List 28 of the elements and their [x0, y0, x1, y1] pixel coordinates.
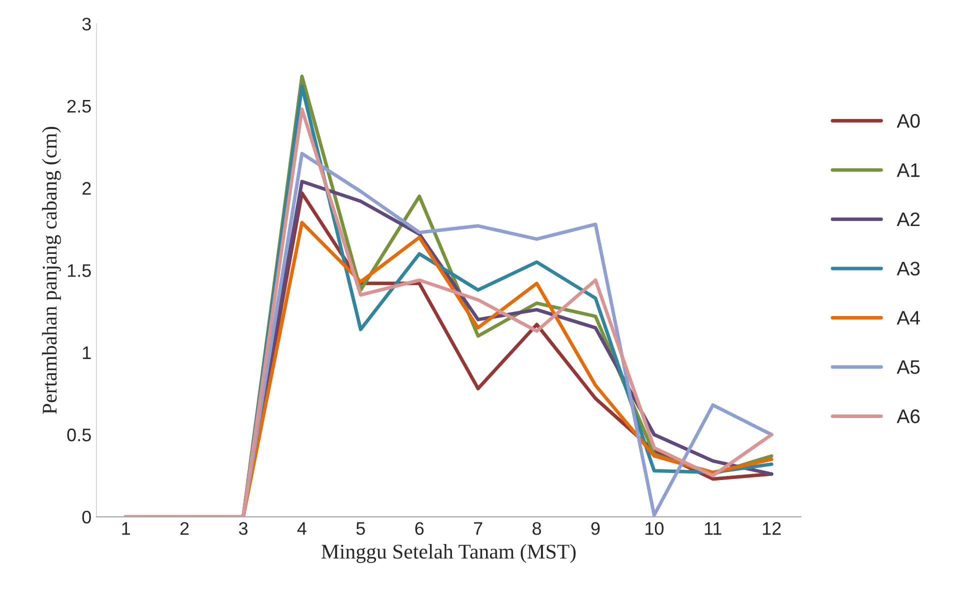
x-tick-label: 3	[238, 522, 248, 535]
legend-label: A3	[896, 262, 920, 276]
x-tick-label: 12	[762, 522, 781, 535]
y-tick-label: 3	[82, 18, 91, 30]
x-tick-label: 11	[704, 522, 722, 535]
y-tick-label: 2.5	[67, 100, 91, 113]
y-tick-label: 0.5	[67, 428, 91, 442]
legend-label: A1	[896, 163, 920, 177]
y-axis-title: Pertambahan panjang cabang (cm)	[42, 126, 61, 414]
x-tick-label: 2	[180, 522, 189, 535]
x-tick-label: 4	[297, 522, 306, 535]
x-tick-label: 8	[532, 522, 542, 535]
legend-label: A4	[896, 311, 920, 325]
y-tick-label: 2	[82, 182, 91, 195]
y-tick-label: 0	[82, 510, 91, 524]
y-tick-label: 1	[82, 346, 91, 359]
y-tick-label: 1.5	[68, 264, 91, 277]
x-tick-label: 5	[356, 522, 365, 535]
x-tick-label: 9	[591, 522, 600, 535]
legend-label: A5	[896, 360, 920, 374]
x-tick-label: 7	[474, 522, 482, 535]
x-tick-label: 1	[122, 522, 130, 535]
x-tick-label: 6	[415, 522, 424, 535]
legend-label: A0	[896, 114, 920, 128]
x-tick-label: 10	[646, 522, 664, 535]
x-axis-title: Minggu Setelah Tanam (MST)	[321, 544, 576, 563]
legend-label: A6	[896, 409, 920, 424]
legend-label: A2	[896, 212, 920, 226]
